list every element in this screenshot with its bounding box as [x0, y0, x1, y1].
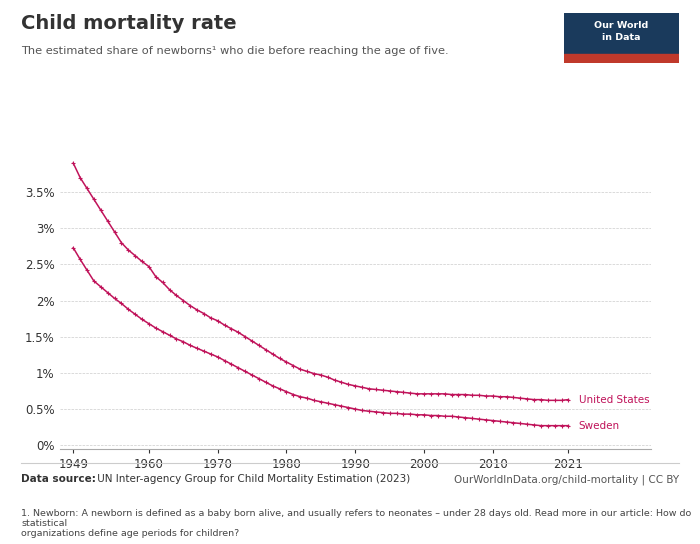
Text: 1. Newborn: A newborn is defined as a baby born alive, and usually refers to neo: 1. Newborn: A newborn is defined as a ba…	[21, 509, 692, 539]
Text: United States: United States	[579, 394, 650, 405]
Text: Data source:: Data source:	[21, 474, 96, 484]
Text: Sweden: Sweden	[579, 421, 620, 431]
Text: Our World
in Data: Our World in Data	[594, 21, 648, 41]
Bar	[564, 53, 679, 63]
Text: The estimated share of newborns¹ who die before reaching the age of five.: The estimated share of newborns¹ who die…	[21, 46, 449, 56]
Text: UN Inter-agency Group for Child Mortality Estimation (2023): UN Inter-agency Group for Child Mortalit…	[94, 474, 411, 484]
Text: OurWorldInData.org/child-mortality | CC BY: OurWorldInData.org/child-mortality | CC …	[454, 474, 679, 485]
Text: Child mortality rate: Child mortality rate	[21, 14, 237, 33]
